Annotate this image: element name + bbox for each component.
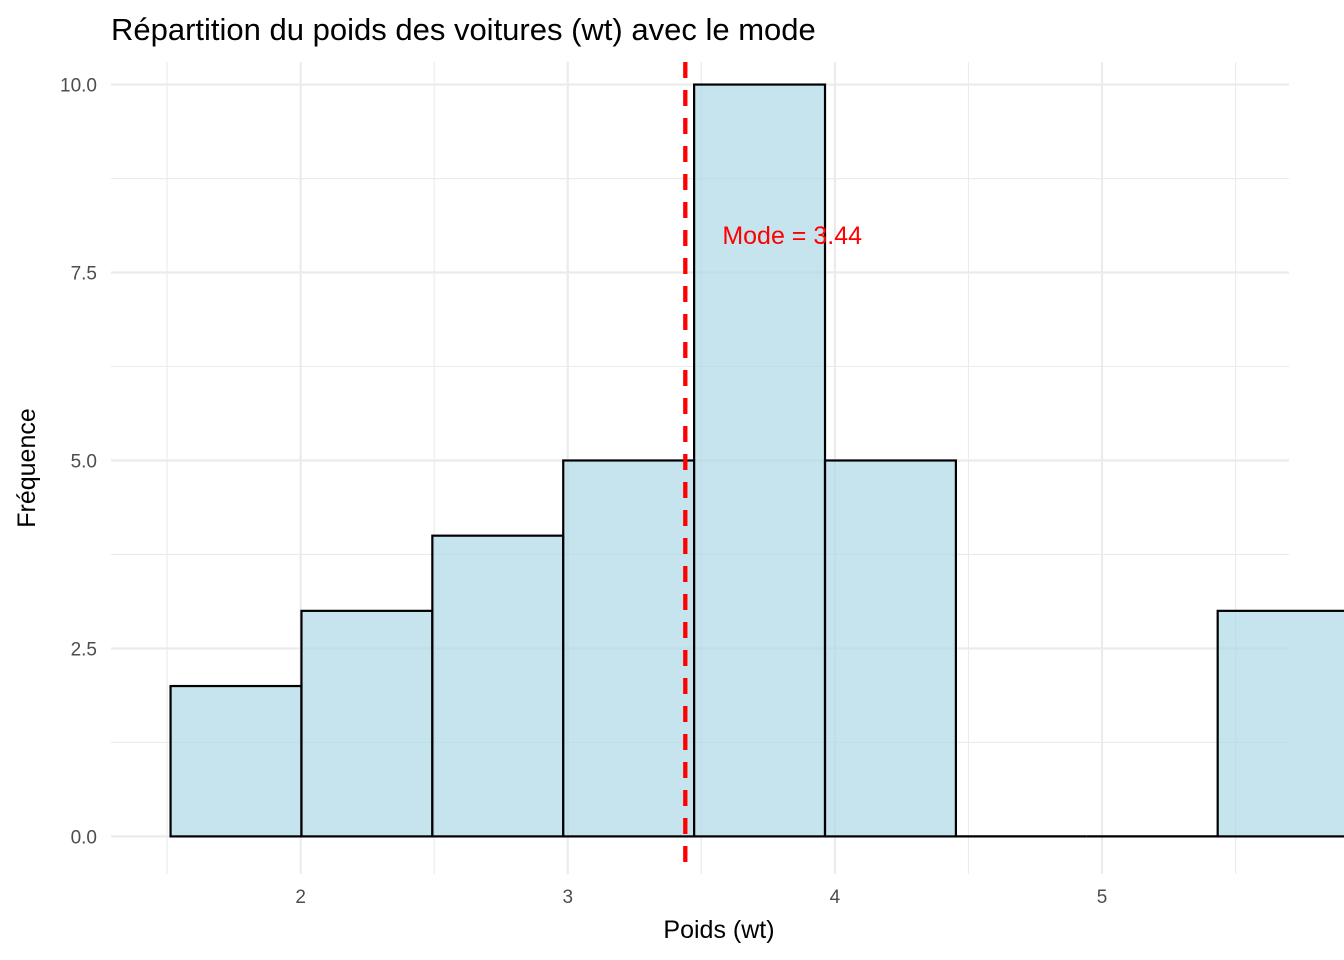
mode-annotation: Mode = 3.44	[722, 222, 862, 250]
y-tick-label: 2.5	[71, 639, 97, 660]
x-axis-title: Poids (wt)	[663, 916, 774, 944]
x-tick-label: 4	[830, 887, 841, 908]
histogram-bar	[693, 83, 827, 838]
axis-ticks: 2 3 4 5 0.0 2.5 5.0 7.5 10.0	[60, 76, 1107, 908]
mode-marker: Mode = 3.44	[683, 62, 862, 874]
chart-title: Répartition du poids des voitures (wt) a…	[111, 12, 816, 47]
y-tick-label: 10.0	[60, 76, 97, 97]
x-tick-label: 5	[1097, 887, 1108, 908]
histogram-bar	[562, 459, 696, 838]
histogram-bar	[823, 459, 958, 838]
histogram-bar	[1216, 609, 1344, 838]
y-tick-label: 7.5	[71, 264, 97, 285]
x-tick-label: 2	[295, 887, 306, 908]
bars	[169, 83, 1344, 838]
y-tick-label: 0.0	[71, 827, 97, 848]
histogram-bar	[431, 534, 565, 838]
histogram-bar	[169, 684, 303, 838]
y-axis-title: Fréquence	[13, 408, 41, 528]
x-tick-label: 3	[562, 887, 573, 908]
histogram-bar	[300, 609, 434, 838]
y-tick-label: 5.0	[71, 451, 97, 472]
